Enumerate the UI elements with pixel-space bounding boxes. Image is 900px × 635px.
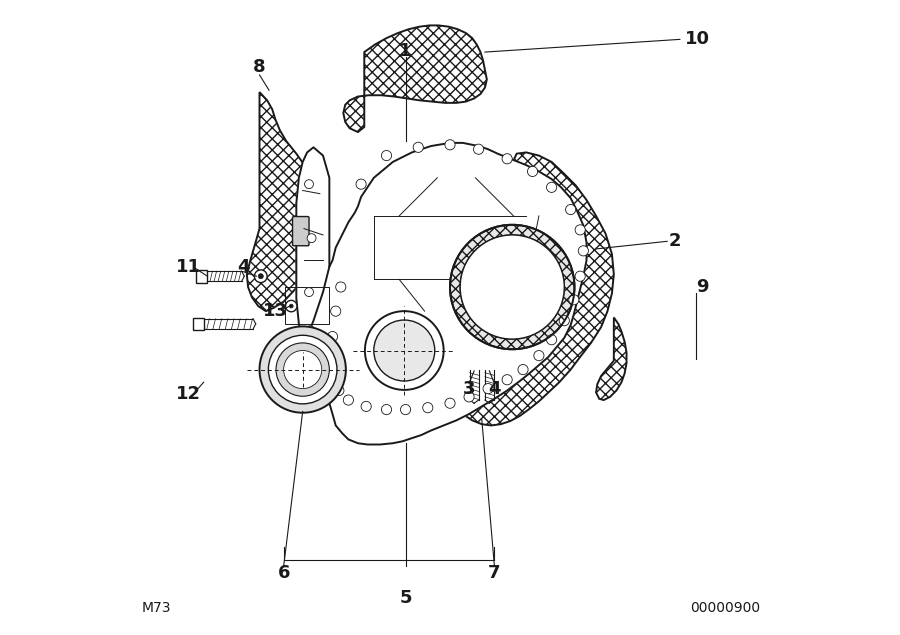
- Circle shape: [255, 270, 267, 283]
- Circle shape: [330, 306, 341, 316]
- Circle shape: [306, 326, 315, 335]
- Circle shape: [307, 234, 316, 243]
- Circle shape: [334, 385, 344, 396]
- Circle shape: [502, 375, 512, 385]
- Circle shape: [276, 343, 329, 396]
- Text: 1: 1: [400, 42, 412, 60]
- Circle shape: [445, 398, 455, 408]
- Circle shape: [304, 288, 313, 297]
- Circle shape: [534, 351, 544, 361]
- Circle shape: [361, 401, 372, 411]
- Circle shape: [374, 320, 435, 381]
- Circle shape: [483, 384, 493, 394]
- Circle shape: [382, 150, 392, 161]
- Circle shape: [460, 235, 564, 339]
- Text: 4: 4: [488, 380, 500, 398]
- Circle shape: [464, 392, 474, 402]
- Polygon shape: [343, 25, 487, 132]
- Circle shape: [473, 144, 483, 154]
- Text: 10: 10: [685, 30, 710, 48]
- Circle shape: [258, 274, 264, 279]
- Circle shape: [575, 271, 585, 281]
- FancyBboxPatch shape: [468, 359, 481, 370]
- Circle shape: [328, 331, 338, 342]
- Circle shape: [569, 295, 579, 305]
- FancyBboxPatch shape: [196, 270, 207, 283]
- Circle shape: [559, 316, 570, 326]
- Circle shape: [356, 179, 366, 189]
- FancyBboxPatch shape: [193, 318, 204, 330]
- Circle shape: [285, 300, 297, 312]
- Text: 7: 7: [488, 564, 500, 582]
- Circle shape: [546, 182, 557, 192]
- Circle shape: [400, 404, 410, 415]
- Circle shape: [364, 311, 444, 390]
- Text: 2: 2: [669, 232, 681, 250]
- Circle shape: [259, 326, 346, 413]
- Polygon shape: [296, 147, 329, 346]
- Circle shape: [304, 180, 313, 189]
- Polygon shape: [421, 152, 614, 425]
- Circle shape: [450, 225, 574, 349]
- Circle shape: [445, 140, 455, 150]
- Circle shape: [423, 403, 433, 413]
- Text: 5: 5: [400, 589, 412, 607]
- Circle shape: [382, 404, 392, 415]
- Circle shape: [527, 166, 537, 177]
- Circle shape: [284, 351, 321, 389]
- Circle shape: [336, 282, 346, 292]
- Circle shape: [289, 304, 293, 308]
- Circle shape: [546, 335, 557, 345]
- Text: 6: 6: [277, 564, 290, 582]
- Circle shape: [413, 142, 423, 152]
- FancyBboxPatch shape: [483, 359, 496, 370]
- Circle shape: [328, 373, 338, 383]
- Circle shape: [518, 364, 528, 375]
- Text: 11: 11: [176, 258, 201, 276]
- Text: 9: 9: [697, 278, 709, 296]
- Text: 3: 3: [463, 380, 475, 398]
- FancyBboxPatch shape: [292, 217, 309, 246]
- Circle shape: [343, 395, 354, 405]
- Polygon shape: [329, 143, 587, 444]
- Polygon shape: [596, 318, 626, 400]
- Circle shape: [575, 225, 585, 235]
- Text: 13: 13: [263, 302, 288, 320]
- Text: 12: 12: [176, 385, 201, 403]
- Text: M73: M73: [142, 601, 172, 615]
- Text: 8: 8: [253, 58, 266, 76]
- Circle shape: [565, 204, 576, 215]
- Circle shape: [268, 335, 337, 404]
- Circle shape: [460, 235, 564, 339]
- Circle shape: [579, 246, 589, 256]
- Circle shape: [326, 354, 336, 364]
- Text: 4: 4: [238, 258, 250, 276]
- Circle shape: [502, 154, 512, 164]
- Polygon shape: [247, 92, 328, 311]
- Text: 00000900: 00000900: [689, 601, 760, 615]
